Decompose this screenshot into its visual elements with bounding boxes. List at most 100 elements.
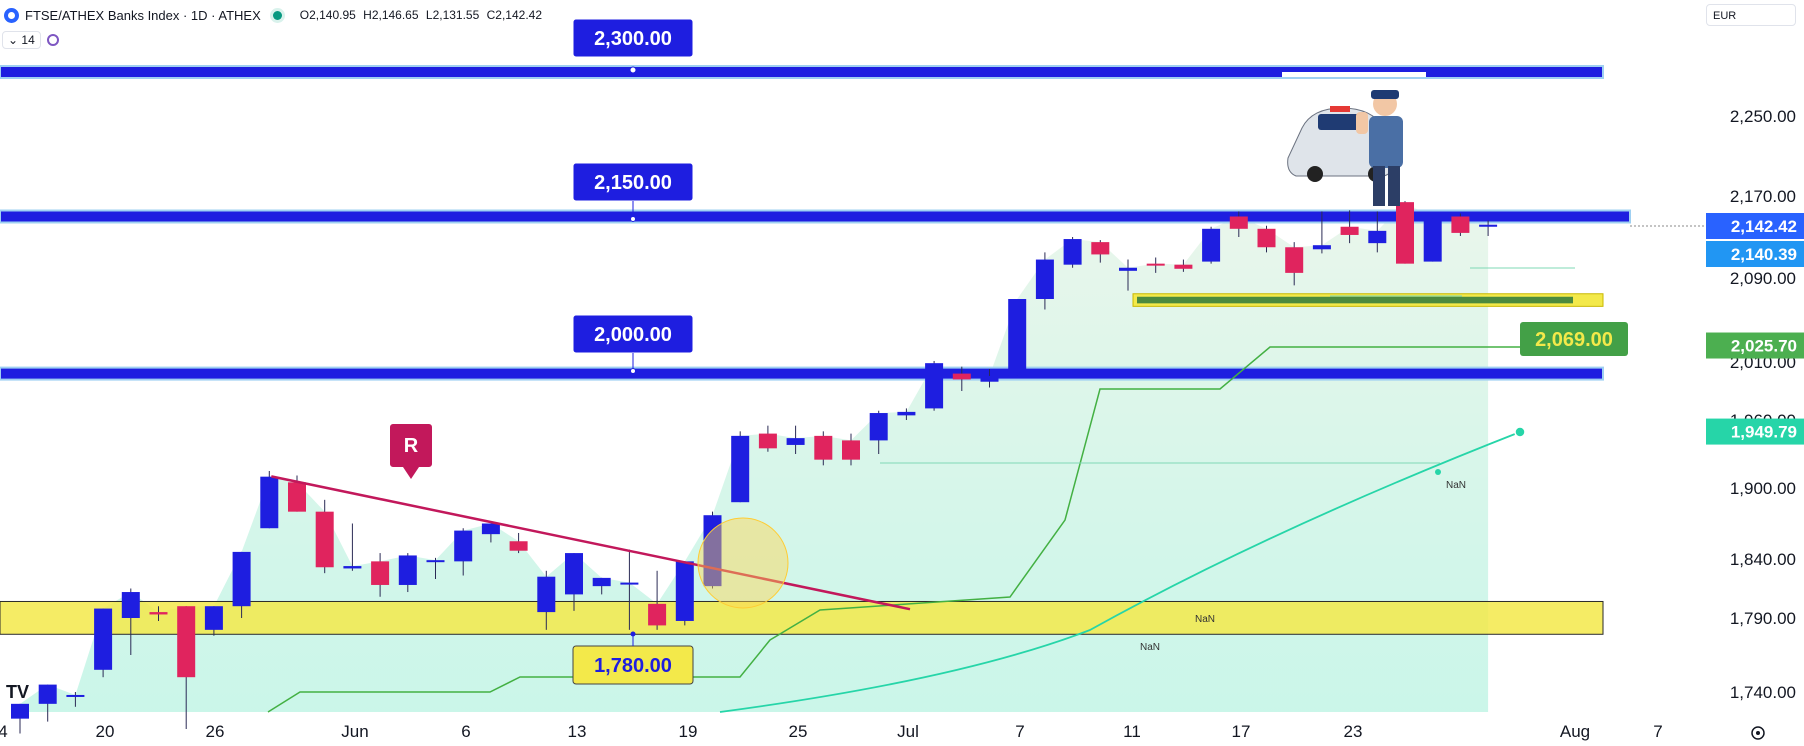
officer-cap <box>1371 90 1399 99</box>
candle-body <box>481 523 500 535</box>
price-tag-box <box>1706 213 1804 239</box>
candle-body <box>260 476 279 529</box>
candle-body <box>232 551 251 607</box>
low-value: L2,131.55 <box>425 8 480 22</box>
nan-label: NaN <box>1446 480 1466 491</box>
level-label: 2,300.00 <box>594 28 672 50</box>
candle-body <box>925 363 944 409</box>
currency-select[interactable]: EUR <box>1706 4 1796 26</box>
time-axis-label: 25 <box>789 722 808 741</box>
candle-body <box>1451 216 1470 233</box>
tradingview-logo: TV <box>6 682 29 702</box>
candle-body <box>315 511 334 568</box>
candle-body <box>1368 230 1387 244</box>
candle-body <box>398 555 417 585</box>
price-axis-label: 1,790.00 <box>1730 609 1796 628</box>
high-value: H2,146.65 <box>363 8 419 22</box>
level-anchor <box>629 66 637 74</box>
time-axis-label: 19 <box>679 722 698 741</box>
car-wheel <box>1307 166 1323 182</box>
candle-body <box>509 541 528 551</box>
symbol-logo-icon[interactable] <box>4 7 19 23</box>
level-anchor <box>630 216 636 222</box>
candle-body <box>1202 228 1221 262</box>
price-tag-box <box>1706 332 1804 359</box>
candle-body <box>1229 216 1248 229</box>
candle-body <box>1257 228 1276 248</box>
indicator-row: ⌄ 14 <box>2 30 59 50</box>
price-tag-box <box>1706 418 1804 445</box>
ohlc-values: O2,140.95 H2,146.65 L2,131.55 C2,142.42 <box>300 8 546 22</box>
candle-body <box>897 411 916 416</box>
candle-body <box>38 684 57 704</box>
candle-body <box>565 553 583 595</box>
level-label: 2,000.00 <box>594 324 672 346</box>
candle-body <box>1146 263 1165 266</box>
price-tag-label: 2,025.70 <box>1731 337 1797 356</box>
candle-body <box>731 435 750 503</box>
level-label: 1,780.00 <box>594 655 672 677</box>
candle-body <box>1479 224 1498 227</box>
marker-letter: R <box>404 435 419 457</box>
symbol-title[interactable]: FTSE/ATHEX Banks Index · 1D · ATHEX <box>25 7 261 23</box>
price-tag-label: 2,142.42 <box>1731 217 1797 236</box>
time-axis-label: 4 <box>0 722 8 741</box>
police-illustration <box>1282 72 1426 206</box>
time-axis-label: 11 <box>1123 722 1141 741</box>
close-value: C2,142.42 <box>486 8 543 22</box>
candle-body <box>952 373 971 380</box>
time-axis-label: 20 <box>96 722 115 741</box>
candle-body <box>121 592 140 618</box>
level-band <box>0 209 1631 224</box>
candle-body <box>1008 299 1027 376</box>
level-label-box <box>572 18 694 58</box>
axis-settings-icon-center <box>1756 731 1760 735</box>
currency-label: EUR <box>1713 10 1737 22</box>
candle-body <box>786 438 805 445</box>
candle-body <box>1423 218 1442 262</box>
candle-body <box>371 561 390 585</box>
candle-body <box>620 582 639 585</box>
time-axis-label: Jul <box>897 722 919 741</box>
level-anchor <box>630 368 636 374</box>
candle-body <box>1340 226 1359 235</box>
candle-body <box>149 612 168 615</box>
indicator-length-toggle[interactable]: ⌄ 14 <box>2 31 41 49</box>
green-baseline <box>267 346 1520 713</box>
zone-label-box <box>1520 322 1628 356</box>
level-band <box>0 366 1604 381</box>
indicator-length-value: 14 <box>21 33 35 47</box>
candle-body <box>343 566 362 569</box>
candle-body <box>814 435 833 460</box>
candle-body <box>11 703 29 719</box>
candle-body <box>1035 259 1054 299</box>
candle-body <box>592 577 611 587</box>
nan-label: NaN <box>1195 614 1215 625</box>
candle-body <box>675 561 694 621</box>
indicator-settings-icon[interactable] <box>46 34 59 46</box>
candle-body <box>426 560 445 563</box>
candle-body <box>94 608 113 670</box>
price-axis-label: 2,090.00 <box>1730 269 1796 288</box>
open-value: O2,140.95 <box>299 8 356 22</box>
price-tag-label: 1,949.79 <box>1731 423 1797 442</box>
nan-label: NaN <box>1140 642 1160 653</box>
officer-leg <box>1388 166 1400 206</box>
level-band <box>0 65 1604 79</box>
candle-body <box>66 694 85 697</box>
candle-body <box>1119 267 1137 271</box>
teal-point <box>1435 469 1441 475</box>
officer-body <box>1369 116 1403 168</box>
candle-body <box>1174 264 1193 269</box>
time-axis-label: 7 <box>1015 722 1024 741</box>
teal-moving-average <box>719 431 1521 713</box>
car-siren <box>1330 106 1350 112</box>
resistance-trendline <box>271 475 911 611</box>
level-anchor <box>630 631 636 637</box>
time-axis-label: 23 <box>1344 722 1363 741</box>
candle-body <box>454 530 473 562</box>
market-status-icon <box>272 10 282 20</box>
candle-body <box>288 482 306 512</box>
time-axis-label: Jun <box>341 722 368 741</box>
